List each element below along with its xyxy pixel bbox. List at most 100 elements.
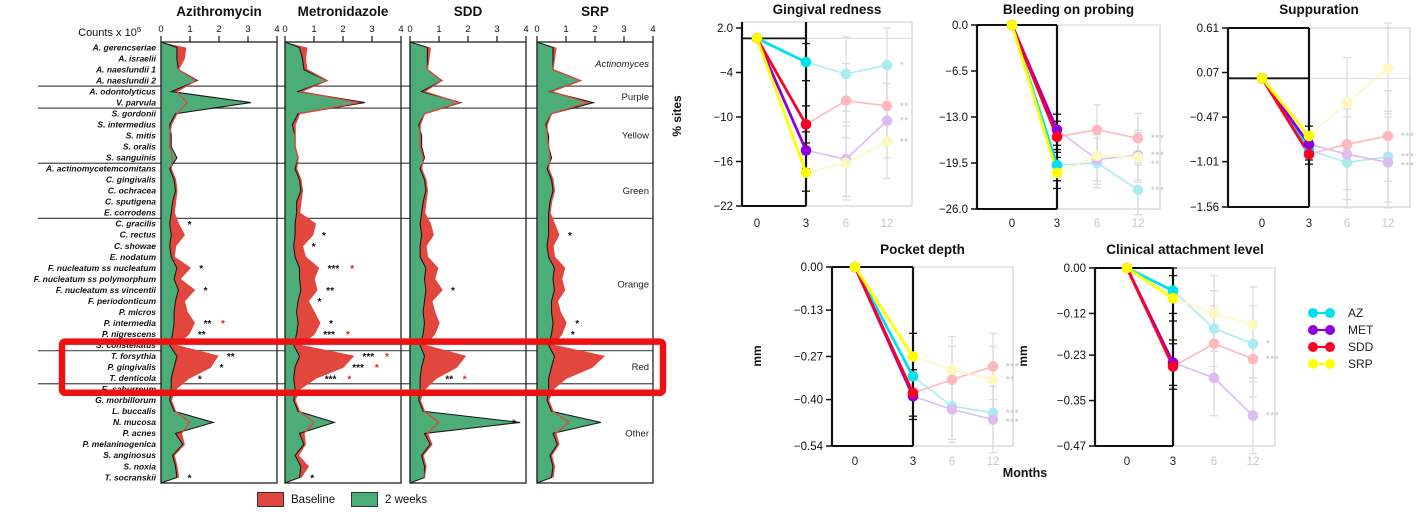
series-line-solid	[1010, 24, 1059, 174]
x-tick-label: 0	[852, 456, 858, 468]
significance-stars-faded: ***	[1006, 408, 1020, 418]
significance-stars-faded: ***	[1401, 161, 1415, 171]
significance-star-red: *	[463, 374, 467, 385]
two-weeks-area	[160, 41, 251, 484]
significance-stars: ***	[328, 264, 340, 275]
series-line-solid	[755, 37, 808, 174]
data-point	[1132, 184, 1144, 196]
two-weeks-area	[284, 41, 365, 484]
legend-row-srp: SRP	[1308, 355, 1373, 372]
significance-stars-faded: **	[900, 116, 909, 126]
significance-stars: *	[451, 286, 455, 297]
y-tick-label: −0.35	[1057, 396, 1086, 408]
x-tick-label: 3	[910, 456, 916, 468]
plot-frame	[160, 41, 278, 484]
complex-label: Yellow	[622, 131, 649, 142]
x-tick-label: 1	[187, 24, 192, 35]
baseline-legend-swatch	[257, 492, 284, 507]
species-label: A. naeslundii 2	[95, 75, 156, 85]
column-title: SRP	[581, 4, 609, 19]
significance-star-red: *	[347, 374, 351, 385]
series-line-solid	[1010, 24, 1059, 138]
chart-title: Clinical attachment level	[1106, 242, 1264, 257]
species-label: P. acnes	[123, 428, 157, 438]
data-point	[849, 261, 861, 273]
data-point	[881, 59, 893, 71]
significance-stars-faded: ***	[1151, 150, 1165, 160]
significance-stars: *	[322, 231, 326, 242]
significance-stars: *	[571, 330, 575, 341]
significance-stars-faded: ***	[1401, 131, 1415, 141]
species-label: E. saburreum	[102, 384, 157, 394]
species-label: C. gingivalis	[106, 175, 156, 185]
significance-stars: **	[326, 286, 334, 297]
data-point	[1341, 157, 1353, 168]
data-point	[1208, 323, 1220, 334]
data-point	[1167, 361, 1179, 372]
x-tick-label: 4	[650, 24, 655, 35]
y-tick-label: −10	[713, 112, 733, 124]
legend-row-az: AZ	[1308, 304, 1373, 321]
x-tick-label: 0	[1259, 218, 1265, 230]
y-tick-label: −1.01	[1190, 157, 1219, 169]
species-label: L. buccalis	[112, 406, 156, 416]
data-point	[987, 361, 999, 372]
data-point	[800, 167, 812, 178]
significance-stars: ***	[325, 374, 337, 385]
legend-row-met: MET	[1308, 321, 1373, 338]
data-point	[881, 115, 893, 127]
x-tick-label: 0	[158, 24, 163, 35]
x-tick-label: 3	[1170, 456, 1176, 468]
significance-stars-faded: **	[1006, 375, 1015, 385]
clinical-outcome-charts: 2.0−4−10−16−220 3 6 12*******Gingival redne…	[670, 2, 1415, 468]
data-point	[946, 364, 958, 376]
column-title: Metronidazole	[298, 4, 389, 19]
y-tick-label: −6.5	[945, 66, 968, 78]
x-tick-label: 2	[216, 24, 221, 35]
x-tick-label: 12	[881, 218, 894, 230]
species-label: V. parvula	[116, 97, 156, 107]
x-tick-label: 1	[436, 24, 441, 35]
x-axis-label-months: Months	[1002, 466, 1048, 480]
species-label: F. nucleatum ss nucleatum	[48, 263, 157, 273]
data-point	[1006, 19, 1018, 31]
chart-title: Gingival redness	[773, 2, 882, 17]
x-tick-label: 0	[534, 24, 539, 35]
y-axis-label: % sites	[670, 95, 684, 137]
data-point	[946, 404, 958, 415]
legend-label-met: MET	[1348, 322, 1374, 337]
significance-stars-faded: ***	[1006, 361, 1020, 371]
species-label: A. gerencseriae	[92, 42, 157, 52]
plot-frame-faded	[976, 24, 1161, 210]
data-point	[840, 157, 852, 169]
y-tick-label: −0.40	[794, 395, 823, 407]
significance-stars: *	[198, 374, 202, 385]
data-point	[1208, 308, 1220, 319]
data-point	[1303, 139, 1315, 150]
significance-stars-faded: **	[1151, 159, 1160, 169]
x-tick-label: 3	[1306, 218, 1312, 230]
data-point	[1051, 167, 1063, 179]
significance-stars: *	[329, 319, 333, 330]
species-label: S. noxia	[123, 461, 156, 471]
x-tick-label: 3	[369, 24, 374, 35]
y-tick-label: −4	[720, 68, 734, 80]
significance-stars: *	[317, 297, 321, 308]
data-point	[840, 68, 852, 80]
species-label: E. nodatum	[110, 252, 157, 262]
significance-stars-faded: *	[900, 60, 905, 70]
species-label: T. socranskii	[105, 472, 157, 482]
data-point	[800, 119, 812, 130]
data-point	[907, 387, 919, 399]
baseline-outline	[546, 47, 606, 478]
y-tick-label: 2.0	[717, 23, 733, 35]
baseline-area	[285, 42, 359, 483]
significance-stars-faded: **	[900, 136, 909, 146]
data-point	[1132, 132, 1144, 144]
y-tick-label: 0.0	[952, 20, 968, 32]
data-point	[751, 33, 763, 44]
complex-label: Purple	[622, 92, 649, 103]
x-tick-label: 0	[407, 24, 412, 35]
significance-stars: *	[568, 231, 572, 242]
species-label: S. sanguinis	[106, 153, 156, 163]
